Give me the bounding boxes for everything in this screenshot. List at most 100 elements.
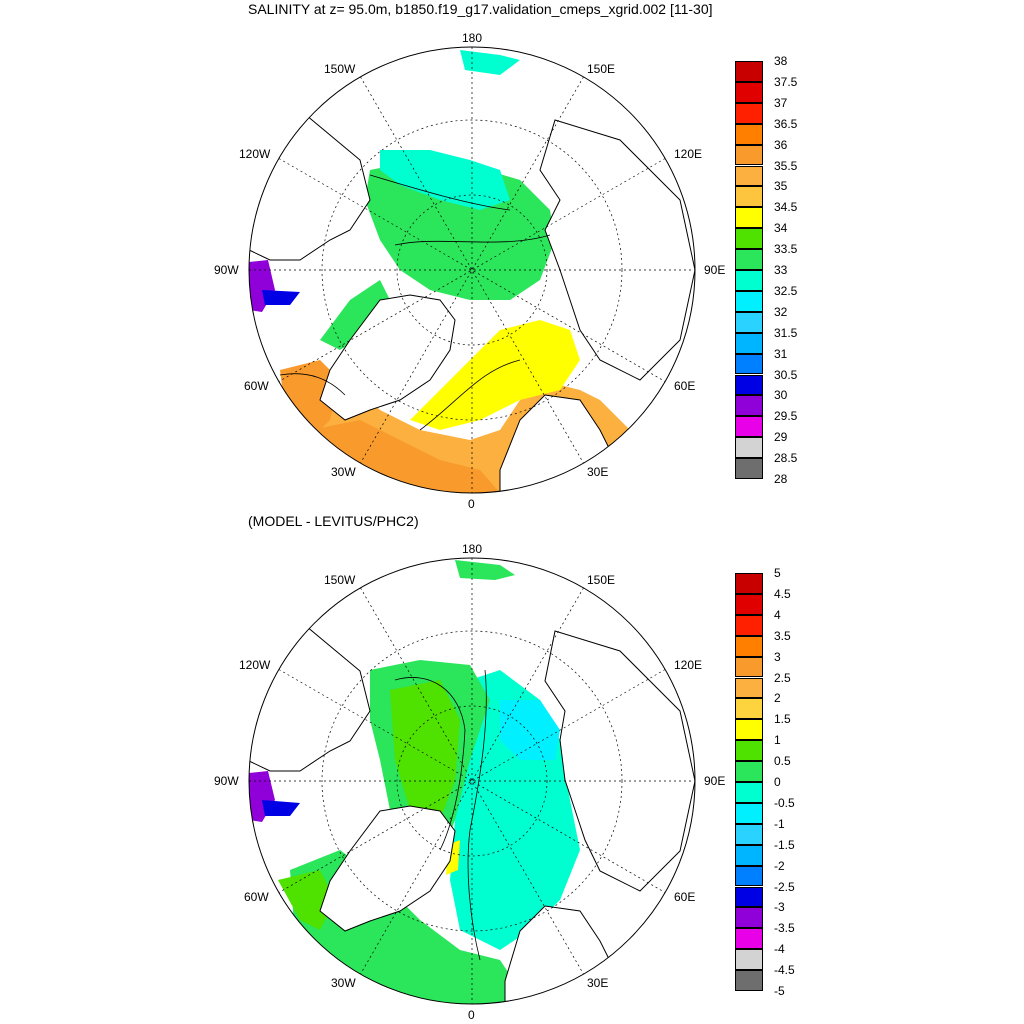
colorbar-swatch [735, 802, 763, 824]
colorbar-label: 34.5 [774, 200, 798, 215]
land-eurasia [539, 119, 695, 381]
map-boundary [248, 557, 696, 1005]
colorbar-label: -0.5 [774, 795, 795, 810]
colorbar-swatch [735, 416, 763, 438]
colorbar-label: 33 [774, 263, 788, 277]
lon-label-120e: 120E [674, 147, 703, 161]
colorbar-swatch [735, 311, 763, 333]
lon-label-30e: 30E [587, 465, 609, 479]
colorbar-label: 29 [774, 430, 788, 445]
colorbar-swatch [735, 740, 763, 762]
contour-line [394, 234, 551, 246]
colorbar-label: 2.5 [774, 670, 791, 685]
colorbar-swatch [735, 593, 763, 615]
colorbar-swatch [735, 823, 763, 845]
region-hudson-blue [262, 800, 300, 816]
colorbar-swatch [735, 270, 763, 291]
lon-label-0: 0 [468, 1008, 475, 1022]
colorbar-label: 3 [774, 649, 781, 664]
colorbar-label: 33.5 [774, 242, 798, 257]
colorbar-swatch [735, 635, 763, 657]
land-eurasia [544, 630, 695, 892]
colorbar-swatch [735, 698, 763, 720]
colorbar-label: -2 [774, 858, 785, 873]
lon-label-120w: 120W [239, 658, 271, 672]
colorbar-label: 0 [774, 775, 781, 789]
region-hudson-blue [262, 290, 300, 305]
colorbar-swatch [735, 970, 763, 991]
colorbar-swatch [735, 865, 763, 887]
lon-label-60e: 60E [674, 890, 696, 904]
colorbar-swatch [735, 437, 763, 459]
colorbar-label: -4.5 [774, 963, 795, 978]
lon-label-180: 180 [462, 31, 483, 45]
colorbar-swatch [735, 677, 763, 699]
contour-line [279, 373, 346, 396]
colorbar-swatch [735, 374, 763, 396]
colorbar-label: -3.5 [774, 921, 795, 936]
colorbar-label: 30 [774, 388, 788, 403]
graticule [249, 47, 695, 493]
colorbar-label: -3 [774, 900, 785, 915]
contour-line [419, 359, 521, 431]
colorbar-label: 36 [774, 137, 788, 152]
lon-label-90e: 90E [704, 263, 726, 277]
lon-label-180: 180 [462, 542, 483, 556]
land-north-america [249, 620, 371, 772]
colorbar-label: 35 [774, 179, 788, 194]
lon-label-150w: 150W [324, 62, 356, 76]
colorbar-label: 34 [774, 221, 788, 236]
colorbar-swatch [735, 353, 763, 375]
colorbar-swatch [735, 907, 763, 929]
graticule [249, 558, 695, 1004]
map-boundary [248, 46, 696, 494]
region-ne-pacific [460, 50, 520, 75]
colorbar-swatch [735, 249, 763, 270]
colorbar-label: 37 [774, 95, 788, 110]
lon-label-30e: 30E [587, 976, 609, 990]
region-beaufort [380, 150, 510, 210]
colorbar-swatch [735, 102, 763, 124]
colorbar-label: 28.5 [774, 451, 798, 466]
colorbar-swatch [735, 61, 763, 82]
colorbar-swatch [735, 573, 763, 594]
lon-label-120e: 120E [674, 658, 703, 672]
colorbar-label: 5 [774, 566, 781, 580]
colorbar-label: 0.5 [774, 754, 791, 769]
lon-label-30w: 30W [331, 465, 356, 479]
colorbar-label: 28 [774, 472, 788, 486]
lon-label-90w: 90W [214, 263, 239, 277]
lon-label-90e: 90E [704, 774, 726, 788]
lon-label-60e: 60E [674, 379, 696, 393]
colorbar-label: 29.5 [774, 409, 798, 424]
colorbar-label: 31 [774, 346, 788, 361]
lon-label-0: 0 [468, 497, 475, 511]
colorbar-swatch [735, 782, 763, 803]
colorbar-swatch [735, 207, 763, 229]
colorbar-swatch [735, 165, 763, 187]
land-greenland [319, 294, 456, 421]
colorbar-swatch [735, 290, 763, 312]
colorbar-label: 31.5 [774, 325, 798, 340]
lon-label-120w: 120W [239, 147, 271, 161]
lon-label-150w: 150W [324, 573, 356, 587]
colorbar-label: -4 [774, 942, 785, 957]
colorbar-label: 37.5 [774, 74, 798, 89]
lon-label-150e: 150E [587, 62, 616, 76]
colorbar-label: 1 [774, 733, 781, 748]
contour-line [369, 174, 511, 211]
region-laptev-cyan [500, 700, 560, 760]
colorbar-label: 4 [774, 607, 781, 622]
colorbar-swatch [735, 719, 763, 741]
lon-label-150e: 150E [587, 573, 616, 587]
colorbar-swatch [735, 228, 763, 250]
colorbar-label: 1.5 [774, 712, 791, 727]
colorbar-label: -1.5 [774, 837, 795, 852]
colorbar-swatch [735, 186, 763, 208]
colorbar-swatch [735, 395, 763, 417]
colorbar-label: -5 [774, 984, 785, 998]
colorbar-label: 36.5 [774, 116, 798, 131]
colorbar-label: 35.5 [774, 158, 798, 173]
contour-line [394, 677, 466, 851]
